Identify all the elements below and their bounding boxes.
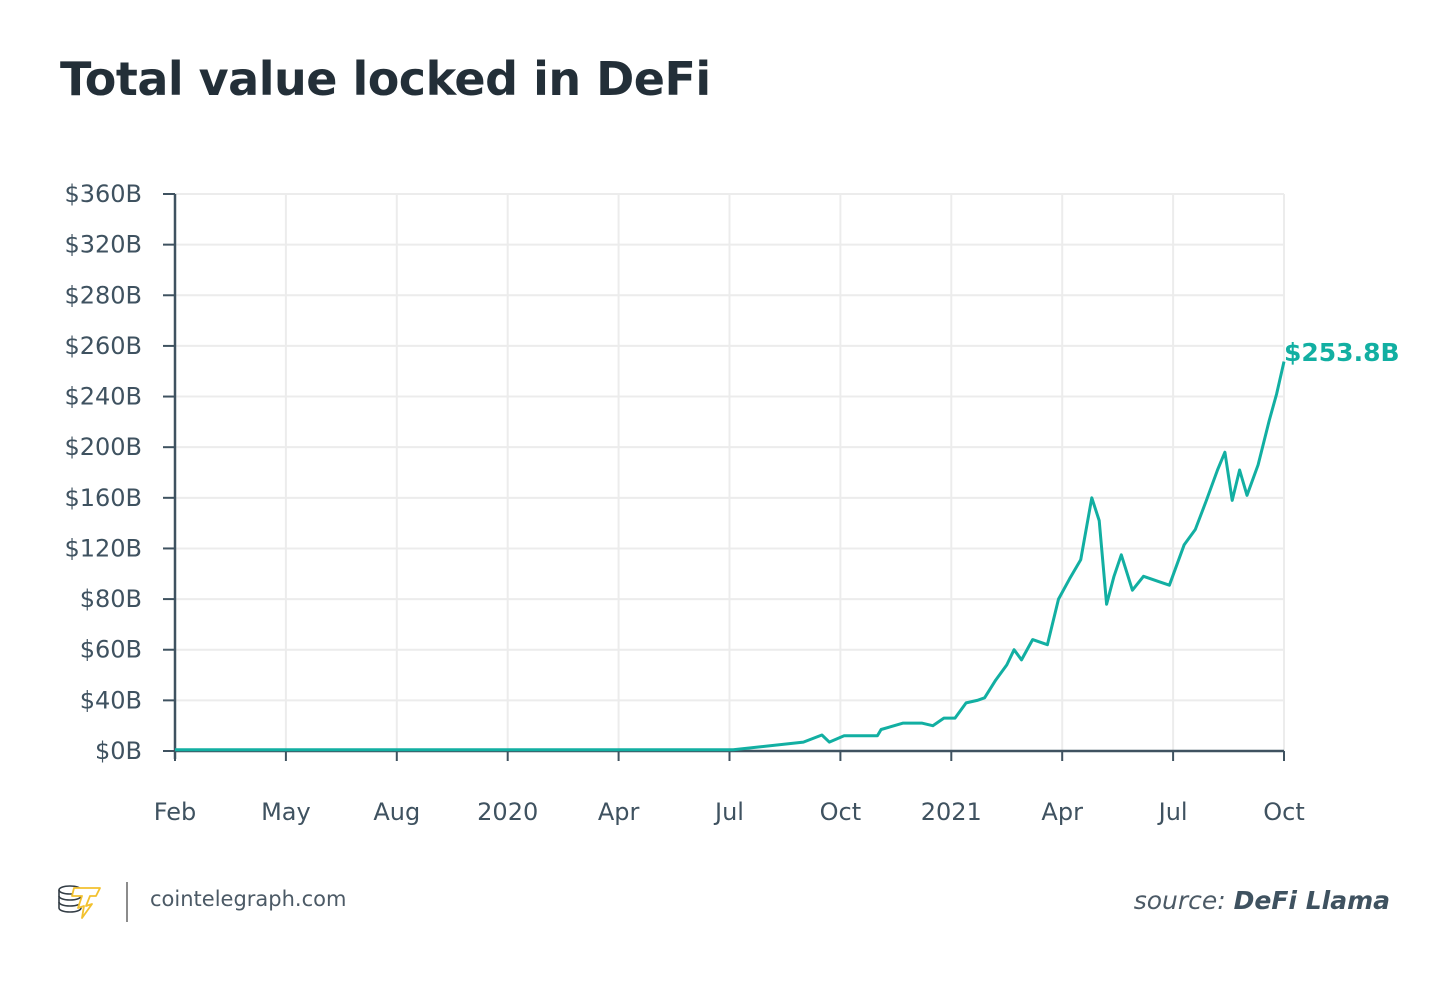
y-axis-ticks: $0B $40B $60B $80B $120B $160B $200B $240B $260B… xyxy=(64,180,175,765)
x-tick-label: Oct xyxy=(820,798,862,826)
source-label: source: xyxy=(1133,886,1226,915)
y-tick-label: $240B xyxy=(64,383,142,411)
y-tick-label: $0B xyxy=(95,737,142,765)
y-tick-label: $360B xyxy=(64,180,142,208)
y-tick-label: $40B xyxy=(80,686,142,714)
x-axis-ticks: Feb May Aug 2020 Apr Jul Oct 2021 Apr Jul Oct xyxy=(154,751,1305,826)
chart-title: Total value locked in DeFi xyxy=(60,52,711,106)
x-tick-label: Apr xyxy=(598,798,640,826)
cointelegraph-logo-icon xyxy=(56,880,104,920)
y-tick-label: $280B xyxy=(64,281,142,309)
y-tick-label: $260B xyxy=(64,332,142,360)
x-tick-label: Jul xyxy=(713,798,744,826)
y-tick-label: $80B xyxy=(80,585,142,613)
y-tick-label: $320B xyxy=(64,231,142,259)
x-tick-label: Jul xyxy=(1157,798,1188,826)
x-tick-label: May xyxy=(261,798,311,826)
y-tick-label: $200B xyxy=(64,433,142,461)
y-tick-label: $120B xyxy=(64,534,142,562)
brand-link[interactable]: cointelegraph.com xyxy=(150,887,347,911)
y-tick-label: $160B xyxy=(64,484,142,512)
source-value: DeFi Llama xyxy=(1233,886,1390,915)
source-credit: source: DeFi Llama xyxy=(1134,886,1390,915)
x-tick-label: Oct xyxy=(1263,798,1305,826)
x-tick-label: 2021 xyxy=(921,798,982,826)
x-tick-label: 2020 xyxy=(477,798,538,826)
x-tick-label: Feb xyxy=(154,798,197,826)
x-tick-label: Aug xyxy=(373,798,420,826)
series xyxy=(174,361,1286,752)
y-tick-label: $60B xyxy=(80,636,142,664)
gridlines xyxy=(175,193,1285,751)
footer-divider xyxy=(126,882,128,922)
x-tick-label: Apr xyxy=(1041,798,1083,826)
end-value-label: $253.8B xyxy=(1284,338,1400,367)
